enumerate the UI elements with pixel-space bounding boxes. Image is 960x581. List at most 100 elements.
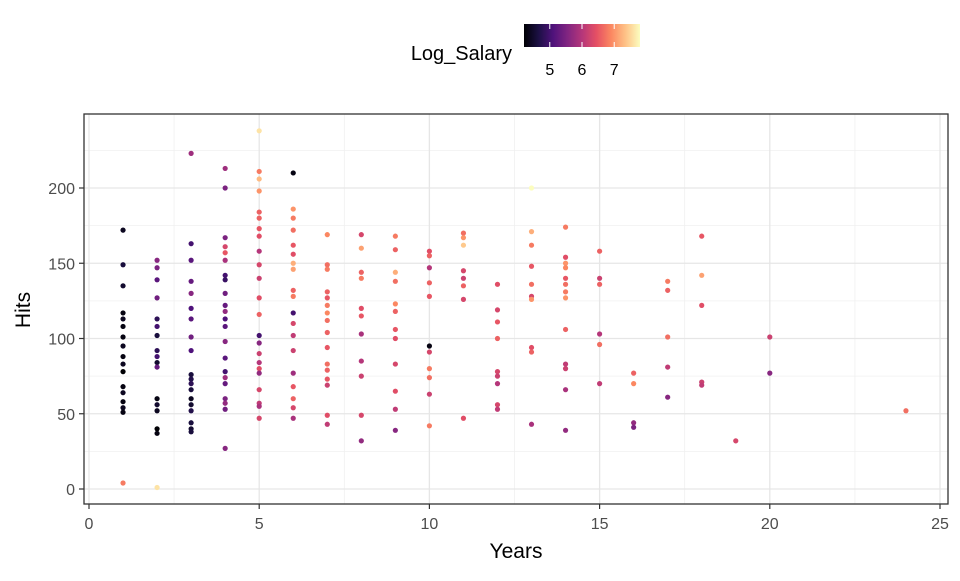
data-point <box>188 408 194 414</box>
data-point <box>154 430 160 436</box>
data-point <box>222 277 228 283</box>
data-point <box>120 384 126 390</box>
data-point <box>154 295 160 301</box>
data-point <box>290 415 296 421</box>
data-point <box>426 253 432 259</box>
data-point <box>188 278 194 284</box>
data-point <box>528 263 535 269</box>
y-tick-label: 50 <box>57 407 75 424</box>
data-point <box>358 245 364 251</box>
x-tick-label: 25 <box>931 516 949 533</box>
data-point <box>222 316 228 322</box>
data-point <box>120 323 126 330</box>
data-point <box>154 426 160 432</box>
data-point <box>460 230 467 236</box>
legend-tick-label: 5 <box>545 62 554 79</box>
data-point <box>494 319 501 325</box>
data-point <box>562 254 569 260</box>
data-point <box>597 248 603 254</box>
data-point <box>562 427 569 433</box>
data-point <box>392 361 398 367</box>
data-point <box>222 323 228 330</box>
data-point <box>324 302 330 308</box>
data-point <box>460 275 467 281</box>
y-tick-label: 150 <box>48 256 75 273</box>
data-point <box>222 302 228 308</box>
data-point <box>324 317 330 324</box>
data-point <box>562 366 569 372</box>
data-point <box>392 233 398 239</box>
data-point <box>222 338 228 345</box>
x-tick-label: 10 <box>421 516 439 533</box>
data-point <box>460 415 467 421</box>
legend-colorbar <box>524 24 640 47</box>
data-point <box>222 250 228 256</box>
data-point <box>188 402 194 408</box>
data-point <box>665 334 671 340</box>
data-point <box>290 170 296 176</box>
data-point <box>256 248 262 254</box>
data-point <box>528 281 535 287</box>
data-point <box>631 420 637 426</box>
data-point <box>699 302 705 308</box>
data-point <box>222 308 228 315</box>
data-point <box>188 257 194 263</box>
data-point <box>528 344 535 351</box>
data-point <box>120 353 126 360</box>
data-point <box>494 369 501 375</box>
data-point <box>324 262 330 268</box>
data-point <box>562 260 569 266</box>
data-point <box>665 287 671 293</box>
data-point <box>324 421 330 427</box>
data-point <box>358 358 364 364</box>
data-point <box>460 296 467 302</box>
data-point <box>256 176 262 182</box>
data-point <box>460 242 467 248</box>
data-point <box>290 260 296 266</box>
x-tick-label: 15 <box>591 516 609 533</box>
data-point <box>392 335 398 342</box>
data-point <box>324 266 330 272</box>
data-point <box>154 396 160 402</box>
data-point <box>290 396 296 402</box>
data-point <box>120 390 126 396</box>
data-point <box>324 295 330 301</box>
data-point <box>120 343 126 349</box>
data-point <box>290 242 296 248</box>
data-point <box>256 366 262 372</box>
data-point <box>426 265 432 271</box>
data-point <box>120 405 126 411</box>
data-point <box>290 320 296 327</box>
data-point <box>154 257 160 263</box>
data-point <box>426 349 432 355</box>
data-point <box>426 366 432 372</box>
grid-minor <box>84 114 948 504</box>
data-point <box>562 387 569 393</box>
data-point <box>256 370 262 376</box>
data-point <box>597 341 603 348</box>
data-point <box>188 316 194 322</box>
data-point <box>222 400 228 406</box>
data-point <box>665 364 671 370</box>
data-point <box>699 233 705 239</box>
x-tick-label: 20 <box>761 516 779 533</box>
data-point <box>154 265 160 271</box>
data-point <box>222 445 228 451</box>
data-point <box>358 269 364 275</box>
data-point <box>597 275 603 281</box>
data-point <box>154 408 160 414</box>
data-point <box>562 281 569 287</box>
data-point <box>290 287 296 293</box>
data-point <box>460 283 467 289</box>
data-point <box>562 224 569 230</box>
data-point <box>222 165 228 172</box>
data-point <box>290 206 296 212</box>
data-point <box>358 275 364 281</box>
data-point <box>597 331 603 337</box>
plot-panel-border <box>83 113 949 505</box>
data-point <box>256 275 262 281</box>
data-point <box>358 232 364 238</box>
data-point <box>392 301 398 307</box>
data-point <box>154 316 160 322</box>
